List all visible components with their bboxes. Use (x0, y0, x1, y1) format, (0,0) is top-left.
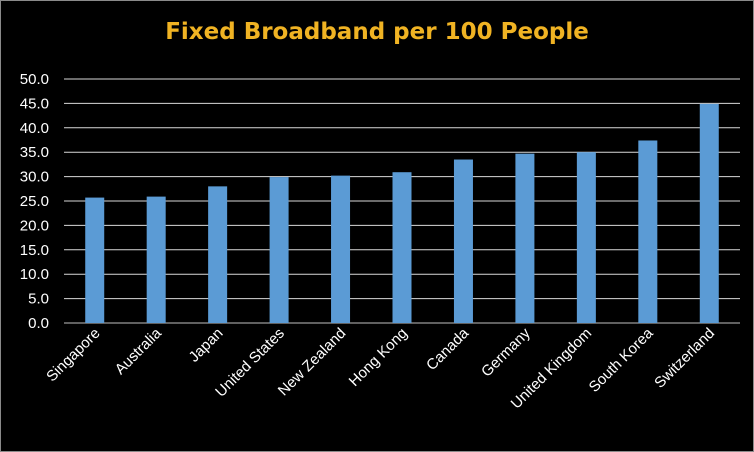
bar (392, 172, 412, 323)
bar (85, 197, 105, 323)
x-tick-label: Singapore (43, 325, 103, 385)
y-tick-label: 25.0 (20, 193, 49, 210)
y-tick-label: 30.0 (20, 169, 49, 186)
bar (208, 186, 228, 323)
y-tick-label: 5.0 (28, 291, 49, 308)
chart-title: Fixed Broadband per 100 People (165, 19, 589, 45)
y-tick-label: 10.0 (20, 266, 49, 283)
x-tick-label: Germany (478, 324, 534, 380)
x-tick-label: Australia (112, 324, 166, 378)
x-tick-label: Canada (423, 324, 473, 374)
bar (331, 175, 351, 323)
x-tick-label: South Korea (586, 324, 657, 395)
y-tick-label: 35.0 (20, 144, 49, 161)
y-tick-label: 50.0 (20, 71, 49, 88)
y-tick-label: 20.0 (20, 217, 49, 234)
bar (269, 177, 289, 323)
bar (699, 103, 719, 323)
y-tick-label: 40.0 (20, 120, 49, 137)
y-axis-ticks: 0.0 5.0 10.0 15.0 20.0 25.0 30.0 35.0 40.0 45.0 50… (20, 71, 49, 332)
x-tick-label: Switzerland (651, 325, 718, 392)
bar (638, 140, 658, 323)
x-tick-label: Japan (186, 325, 227, 366)
bar (576, 152, 596, 323)
y-tick-label: 15.0 (20, 242, 49, 259)
x-tick-label: Hong Kong (346, 325, 411, 390)
bars (85, 103, 719, 323)
bar (453, 159, 473, 323)
y-tick-label: 45.0 (20, 95, 49, 112)
y-tick-label: 0.0 (28, 315, 49, 332)
bar (515, 153, 535, 323)
bar (146, 196, 166, 323)
